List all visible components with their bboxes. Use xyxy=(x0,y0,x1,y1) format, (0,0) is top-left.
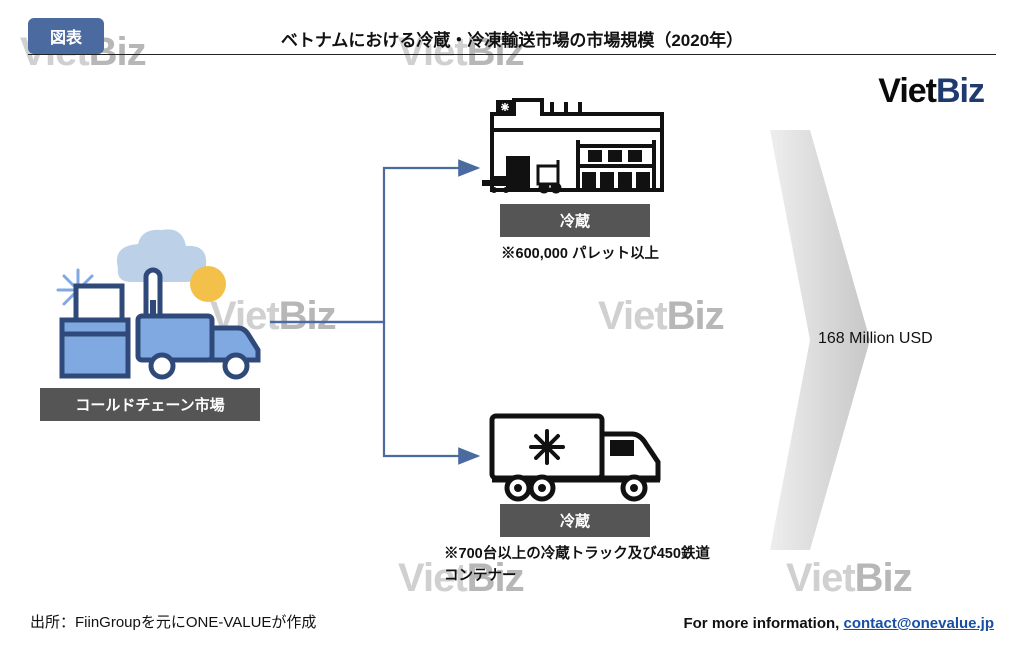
footer-contact-prefix: For more information, xyxy=(683,615,843,632)
market-value: 168 Million USD xyxy=(818,330,933,348)
coldchain-icon xyxy=(58,229,258,377)
branch-note: ※600,000 パレット以上 xyxy=(450,244,710,266)
connector-bottom xyxy=(270,322,478,456)
root-label: コールドチェーン市場 xyxy=(40,388,260,421)
footer-contact: For more information, contact@onevalue.j… xyxy=(683,615,994,632)
branch-label: 冷蔵 xyxy=(500,204,650,237)
footer-source: 出所：FiinGroupを元にONE-VALUEが作成 xyxy=(30,611,316,632)
branch-note: ※700台以上の冷蔵トラック及び450鉄道コンテナー xyxy=(444,544,716,588)
footer-contact-link[interactable]: contact@onevalue.jp xyxy=(844,615,995,632)
reefer-truck-icon xyxy=(492,416,660,499)
branch-label: 冷蔵 xyxy=(500,504,650,537)
warehouse-icon xyxy=(482,100,662,193)
page: VietBiz VietBiz VietBiz VietBiz VietBiz … xyxy=(0,0,1024,660)
connector-top xyxy=(270,168,478,322)
